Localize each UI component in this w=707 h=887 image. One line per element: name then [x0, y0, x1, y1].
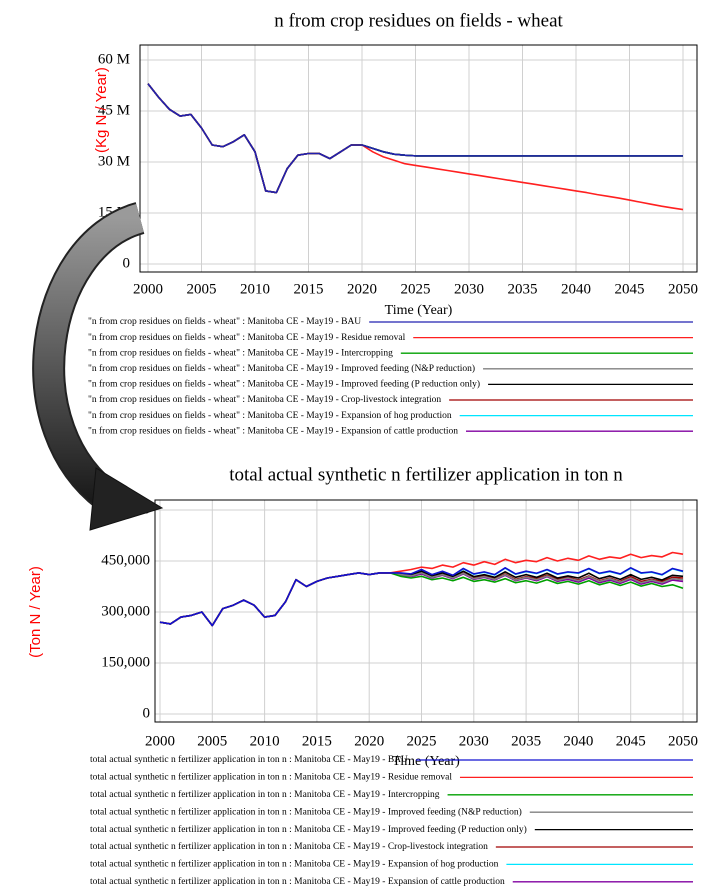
- x-tick-label: 2015: [302, 733, 332, 749]
- series-line: [159, 567, 684, 627]
- x-tick-label: 2000: [145, 733, 175, 749]
- x-axis-label: Time (Year): [385, 303, 453, 318]
- y-axis-label: (Kg N / Year): [93, 67, 110, 153]
- legend-label: total actual synthetic n fertilizer appl…: [90, 841, 488, 852]
- legend-label: total actual synthetic n fertilizer appl…: [90, 772, 452, 783]
- legend-label: total actual synthetic n fertilizer appl…: [90, 876, 505, 887]
- legend-label: "n from crop residues on fields - wheat"…: [88, 363, 475, 374]
- legend-label: total actual synthetic n fertilizer appl…: [90, 824, 527, 835]
- x-tick-label: 2045: [615, 281, 645, 297]
- y-tick-label: 30 M: [98, 153, 130, 169]
- legend-label: total actual synthetic n fertilizer appl…: [90, 859, 499, 870]
- x-tick-label: 2005: [187, 281, 217, 297]
- x-tick-label: 2005: [197, 733, 227, 749]
- y-tick-label: 150,000: [101, 654, 150, 670]
- x-tick-label: 2020: [347, 281, 377, 297]
- y-tick-label: 0: [143, 705, 151, 721]
- x-tick-label: 2035: [508, 281, 538, 297]
- x-tick-label: 2025: [401, 281, 431, 297]
- plot-area: [140, 45, 697, 272]
- legend-label: total actual synthetic n fertilizer appl…: [90, 754, 408, 765]
- x-tick-label: 2000: [133, 281, 163, 297]
- y-tick-label: 300,000: [101, 603, 150, 619]
- legend-label: total actual synthetic n fertilizer appl…: [90, 806, 522, 817]
- legend-label: "n from crop residues on fields - wheat"…: [88, 394, 441, 405]
- x-tick-label: 2010: [240, 281, 270, 297]
- x-tick-label: 2020: [354, 733, 384, 749]
- x-axis-label: Time (Year): [392, 754, 460, 769]
- x-tick-label: 2050: [668, 281, 698, 297]
- y-axis-label: (Ton N / Year): [27, 566, 44, 658]
- legend-label: "n from crop residues on fields - wheat"…: [88, 379, 480, 390]
- charts: 2000 2005 2010 2015 2020 2025 2030 2035 2040 2045…: [27, 10, 698, 887]
- chart-title: total actual synthetic n fertilizer appl…: [229, 464, 623, 485]
- x-tick-label: 2015: [294, 281, 324, 297]
- legend-label: total actual synthetic n fertilizer appl…: [90, 789, 440, 800]
- x-tick-label: 2040: [561, 281, 591, 297]
- plot-frame: [154, 499, 698, 723]
- x-tick-label: 2010: [250, 733, 280, 749]
- x-tick-label: 2045: [616, 733, 646, 749]
- x-tick-label: 2025: [407, 733, 437, 749]
- plot-area: [155, 500, 697, 722]
- legend-label: "n from crop residues on fields - wheat"…: [88, 347, 393, 358]
- chart-title: n from crop residues on fields - wheat: [274, 10, 563, 31]
- x-tick-label: 2050: [668, 733, 698, 749]
- plot-frame: [139, 44, 698, 273]
- x-tick-label: 2035: [511, 733, 541, 749]
- legend-label: "n from crop residues on fields - wheat"…: [88, 425, 458, 436]
- x-tick-label: 2040: [563, 733, 593, 749]
- y-tick-label: 450,000: [101, 552, 150, 568]
- series-line: [147, 83, 683, 194]
- y-tick-label: 60 M: [98, 51, 130, 67]
- legend-label: "n from crop residues on fields - wheat"…: [88, 410, 452, 421]
- legend-label: "n from crop residues on fields - wheat"…: [88, 316, 361, 327]
- x-tick-label: 2030: [459, 733, 489, 749]
- y-tick-label: 45 M: [98, 102, 130, 118]
- y-tick-label: 0: [123, 255, 131, 271]
- legend-label: "n from crop residues on fields - wheat"…: [88, 332, 406, 343]
- curved-arrow: [32, 202, 164, 531]
- x-tick-label: 2030: [454, 281, 484, 297]
